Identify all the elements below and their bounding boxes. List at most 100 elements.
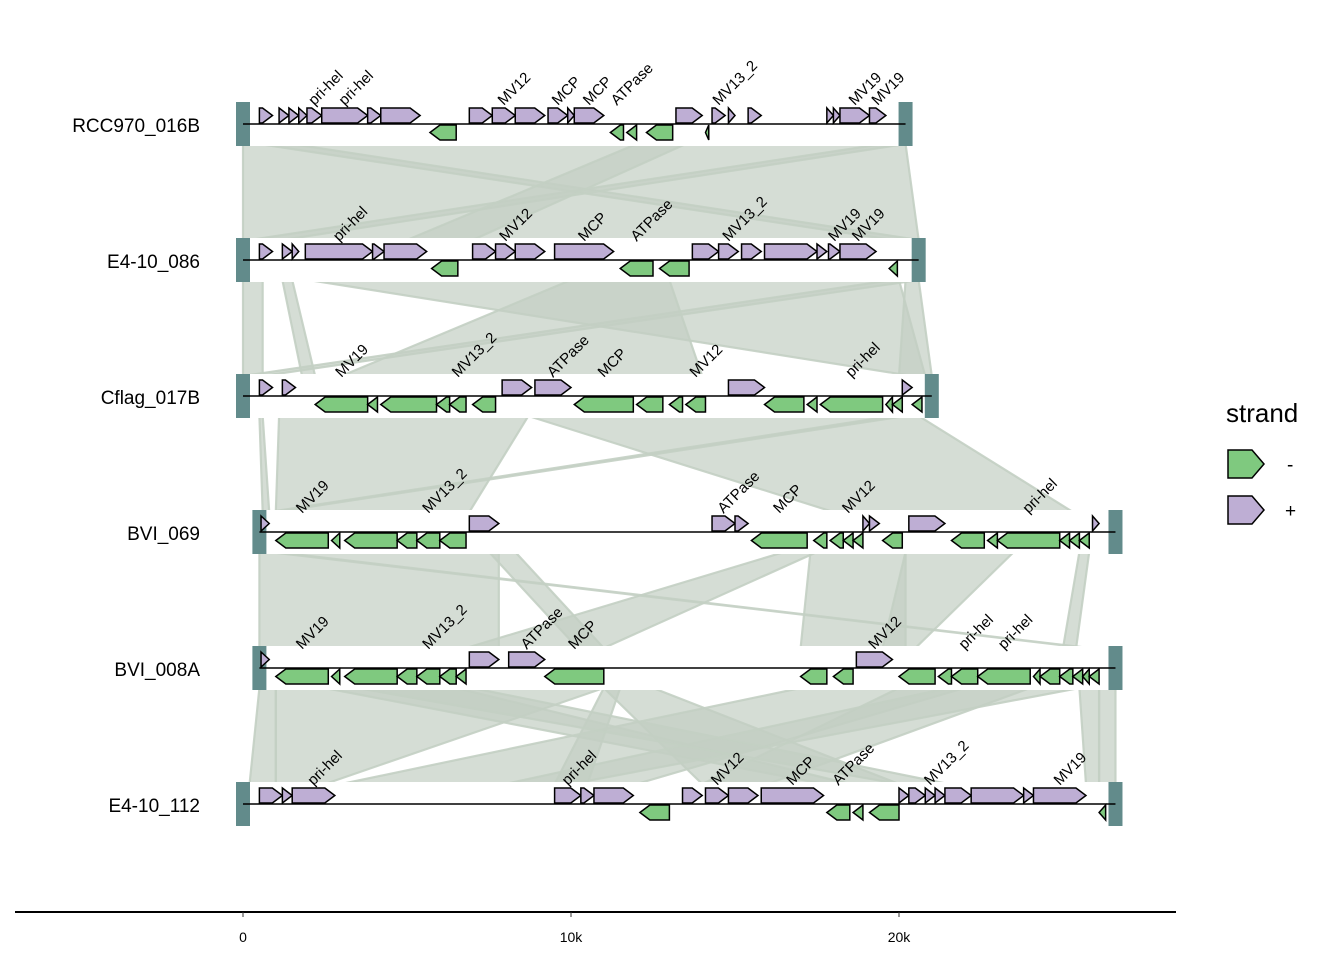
legend-label-minus: - [1287, 455, 1293, 476]
gene-arrow-plus [468, 107, 494, 124]
gene-arrow-plus [566, 106, 576, 125]
gene-arrow-plus [711, 107, 727, 124]
genome-label: BVI_008A [114, 660, 200, 681]
gene-arrow-minus [471, 396, 497, 413]
gene-arrow-minus [543, 668, 605, 685]
gene-arrow-minus [825, 804, 851, 821]
gene-arrow-minus [799, 668, 828, 685]
gene-arrow-minus [832, 668, 854, 685]
gene-arrow-plus [704, 787, 730, 804]
gene-arrow-plus [468, 515, 501, 532]
gene-arrow-plus [898, 786, 911, 805]
gene-label: MV13_2 [709, 57, 761, 109]
gene-arrow-plus [740, 243, 763, 260]
gene-arrow-plus [593, 787, 635, 804]
gene-arrow-minus [950, 532, 986, 549]
gene-arrow-plus [580, 787, 596, 804]
x-tick-label: 20k [888, 929, 912, 945]
gene-arrow-minus [888, 259, 899, 278]
gene-arrow-minus [448, 396, 467, 413]
gene-arrow-plus [468, 651, 501, 668]
gene-arrow-plus [1032, 787, 1088, 804]
legend-label-plus: + [1285, 501, 1296, 522]
gene-arrow-plus [734, 515, 750, 532]
gene-arrow-plus [827, 243, 842, 260]
gene-arrow-plus [298, 106, 309, 125]
synteny-link [1061, 550, 1091, 650]
gene-arrow-minus [313, 396, 369, 413]
gene-arrow-plus [501, 379, 533, 396]
gene-arrow-plus [727, 106, 736, 125]
gene-arrow-minus [1058, 668, 1074, 685]
gene-arrow-plus [366, 107, 383, 124]
gene-arrow-minus [937, 668, 953, 685]
gene-arrow-plus [281, 242, 294, 261]
gene-arrow-minus [881, 532, 904, 549]
gene-arrow-plus [288, 106, 300, 125]
gene-arrow-plus [260, 514, 271, 533]
gene-arrow-minus [609, 124, 625, 141]
gene-arrow-minus [684, 396, 707, 413]
gene-arrow-minus [395, 668, 418, 685]
gene-arrow-plus [934, 786, 947, 805]
gene-arrow-minus [330, 531, 341, 550]
gene-arrow-minus [625, 123, 638, 142]
gene-arrow-plus [1091, 514, 1101, 533]
gene-arrow-minus [366, 395, 379, 414]
gene-arrow-minus [704, 124, 710, 141]
gene-arrow-plus [507, 651, 547, 668]
gene-arrow-minus [812, 532, 828, 549]
gene-arrow-plus [747, 107, 763, 124]
gene-arrow-minus [274, 668, 330, 685]
synteny-link [258, 550, 500, 650]
gene-arrow-plus [281, 379, 297, 396]
gene-arrow-plus [862, 514, 871, 533]
gene-arrow-plus [471, 243, 497, 260]
gene-arrow-minus [1098, 803, 1107, 822]
synteny-link [241, 278, 264, 378]
gene-arrow-plus [924, 786, 937, 805]
gene-arrow-minus [996, 532, 1061, 549]
x-axis: 0 10k 20k [15, 911, 1176, 945]
gene-arrow-plus [534, 379, 573, 396]
gene-arrow-minus [868, 804, 900, 821]
genome-label: Cflag_017B [101, 388, 200, 409]
gene-arrow-minus [415, 532, 441, 549]
synteny-link [248, 686, 277, 786]
gene-arrow-minus [819, 396, 884, 413]
gene-arrow-plus [970, 787, 1025, 804]
gene-arrow-plus [944, 787, 973, 804]
gene-arrow-minus [750, 532, 808, 549]
gene-arrow-plus [306, 107, 323, 124]
gene-arrow-plus [320, 107, 369, 124]
synteny-link [897, 278, 934, 378]
gene-arrow-minus [910, 395, 923, 414]
x-tick-label: 10k [560, 929, 584, 945]
gene-arrow-minus [1038, 668, 1061, 685]
gene-arrow-plus [868, 514, 881, 533]
gene-arrow-plus [826, 106, 835, 125]
gene-arrow-plus [260, 650, 271, 669]
gene-arrow-plus [1022, 786, 1035, 805]
genome-label: BVI_069 [127, 524, 200, 545]
gene-arrow-minus [1078, 531, 1090, 550]
gene-arrow-minus [415, 668, 441, 685]
gene-arrow-plus [491, 107, 517, 124]
gene-arrow-plus [675, 107, 704, 124]
gene-arrow-plus [868, 107, 888, 124]
gene-arrow-plus [304, 243, 374, 260]
gene-arrow-plus [258, 787, 284, 804]
gene-arrow-minus [851, 531, 864, 550]
gene-arrow-plus [258, 107, 274, 124]
gene-label: ATPase [608, 60, 657, 109]
gene-arrow-plus [908, 515, 947, 532]
gene-arrow-minus [573, 396, 635, 413]
gene-arrow-plus [278, 106, 291, 125]
legend-title: strand [1226, 398, 1298, 428]
gene-arrow-plus [258, 243, 274, 260]
gene-arrow-minus [891, 395, 904, 414]
gene-arrow-minus [343, 668, 398, 685]
gene-arrow-plus [727, 379, 766, 396]
